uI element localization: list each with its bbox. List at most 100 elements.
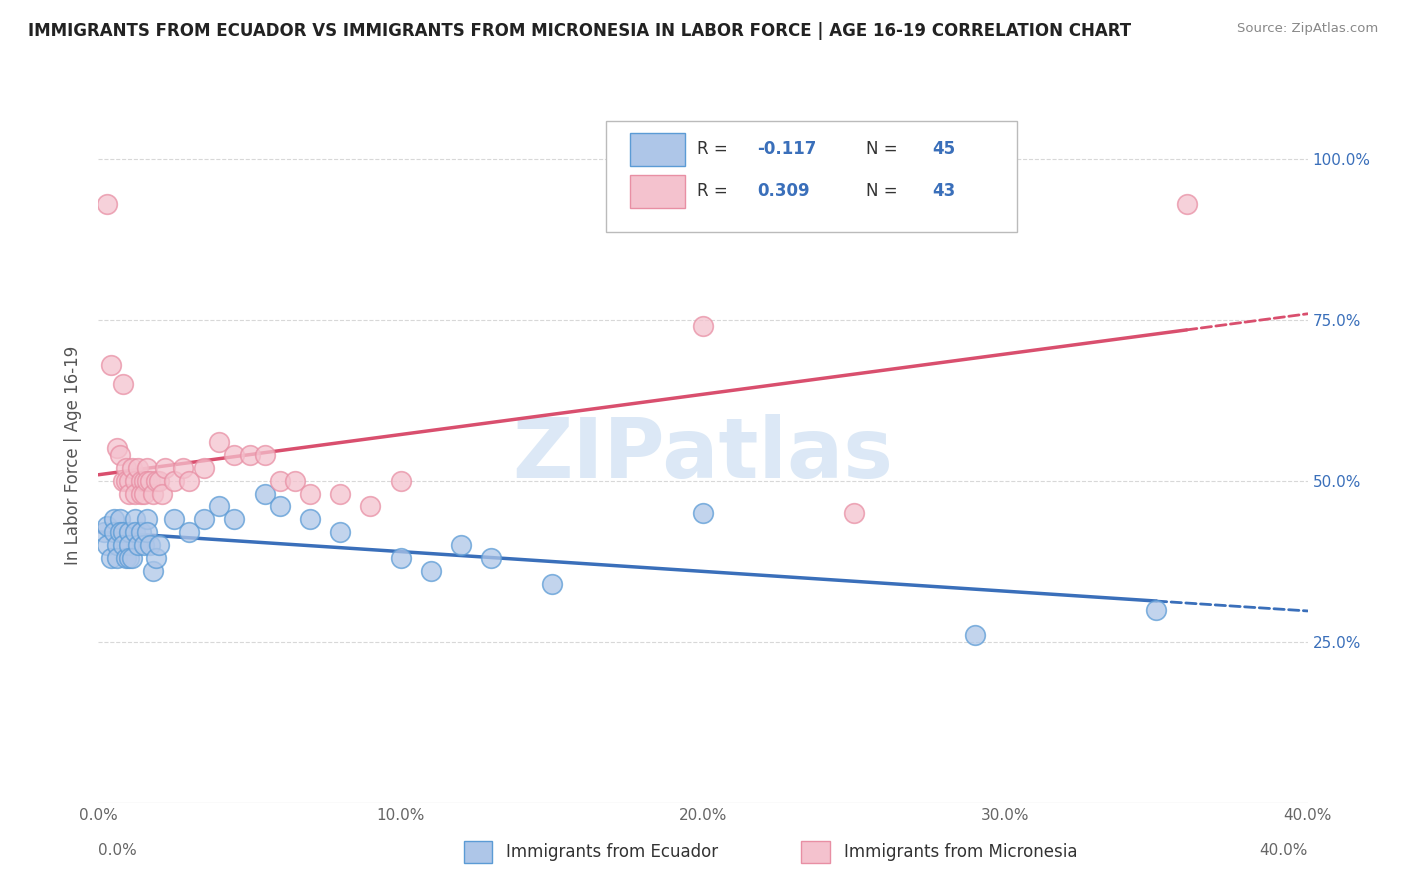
Point (145, 474, 167, 488)
Point (111, 474, 134, 488)
Point (114, 460, 136, 475)
Point (111, 377, 134, 392)
Point (139, 538, 162, 552)
Point (150, 486, 173, 500)
Point (239, 448, 262, 462)
Point (450, 538, 472, 552)
Point (299, 512, 322, 526)
Text: 45: 45 (932, 140, 956, 159)
Point (139, 474, 162, 488)
Text: Source: ZipAtlas.com: Source: ZipAtlas.com (1237, 22, 1378, 36)
Text: IMMIGRANTS FROM ECUADOR VS IMMIGRANTS FROM MICRONESIA IN LABOR FORCE | AGE 16-19: IMMIGRANTS FROM ECUADOR VS IMMIGRANTS FR… (28, 22, 1132, 40)
Text: 43: 43 (932, 182, 956, 200)
Point (105, 551, 128, 566)
Text: Immigrants from Ecuador: Immigrants from Ecuador (506, 843, 718, 861)
Point (965, 628, 987, 642)
Point (179, 525, 201, 540)
Point (148, 474, 170, 488)
Point (135, 474, 157, 488)
Point (148, 538, 170, 552)
Point (96, 196, 118, 211)
Point (129, 525, 152, 540)
Point (360, 500, 382, 514)
Point (121, 551, 143, 566)
Point (103, 525, 125, 540)
Point (108, 512, 131, 526)
Point (1175, 196, 1198, 211)
Text: 0.0%: 0.0% (98, 843, 138, 858)
Point (142, 564, 165, 578)
Point (329, 486, 352, 500)
Point (142, 486, 165, 500)
Point (172, 460, 194, 475)
Point (145, 551, 167, 566)
Point (111, 538, 134, 552)
Point (481, 551, 503, 566)
Point (692, 319, 714, 334)
Point (208, 500, 231, 514)
Point (118, 474, 141, 488)
Point (299, 486, 322, 500)
Text: 0.309: 0.309 (758, 182, 810, 200)
Text: -0.117: -0.117 (758, 140, 817, 159)
Point (844, 506, 866, 520)
Point (129, 486, 152, 500)
Point (127, 460, 149, 475)
Point (284, 474, 307, 488)
Point (96, 518, 118, 533)
Point (124, 512, 146, 526)
FancyBboxPatch shape (630, 175, 685, 208)
Point (253, 448, 276, 462)
Point (127, 538, 149, 552)
Point (108, 525, 131, 540)
Point (224, 512, 246, 526)
Point (132, 486, 155, 500)
Point (100, 551, 122, 566)
Point (100, 358, 122, 372)
Point (118, 538, 141, 552)
FancyBboxPatch shape (606, 121, 1018, 232)
Text: R =: R = (697, 182, 733, 200)
Point (389, 474, 412, 488)
Point (105, 442, 128, 456)
Point (1144, 602, 1167, 616)
Point (135, 525, 157, 540)
Point (124, 486, 146, 500)
Point (269, 474, 291, 488)
Point (153, 460, 176, 475)
Text: ZIPatlas: ZIPatlas (513, 415, 893, 495)
Text: 40.0%: 40.0% (1260, 843, 1308, 858)
Point (129, 474, 152, 488)
Point (540, 576, 562, 591)
Point (96, 538, 118, 552)
Point (121, 460, 143, 475)
Point (420, 564, 443, 578)
Point (124, 525, 146, 540)
Point (103, 512, 125, 526)
Point (692, 506, 714, 520)
Point (124, 474, 146, 488)
Point (135, 460, 157, 475)
Point (93, 525, 115, 540)
Point (389, 551, 412, 566)
Point (269, 500, 291, 514)
Point (114, 551, 136, 566)
Point (108, 448, 131, 462)
Point (114, 474, 136, 488)
Point (163, 512, 186, 526)
Point (118, 551, 141, 566)
Point (111, 525, 134, 540)
Point (132, 474, 155, 488)
Point (224, 448, 246, 462)
Point (193, 460, 215, 475)
Point (193, 512, 215, 526)
Point (179, 474, 201, 488)
Point (253, 486, 276, 500)
FancyBboxPatch shape (630, 133, 685, 166)
Text: N =: N = (866, 182, 903, 200)
Point (118, 486, 141, 500)
Y-axis label: In Labor Force | Age 16-19: In Labor Force | Age 16-19 (65, 345, 83, 565)
Text: R =: R = (697, 140, 733, 159)
Point (132, 538, 155, 552)
Point (135, 512, 157, 526)
